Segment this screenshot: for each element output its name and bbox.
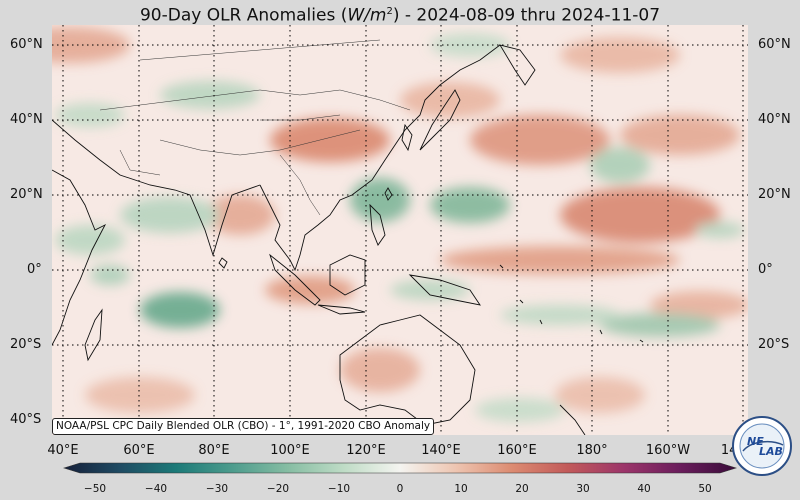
negative-anomaly-patch (55, 225, 125, 255)
lat-label-left: 40°S (10, 412, 42, 427)
anomaly-field (52, 25, 748, 435)
positive-anomaly-patch (440, 246, 680, 274)
coastline-new-zealand (559, 404, 586, 435)
negative-anomaly-patch (430, 33, 510, 57)
colorbar-tick-label: −10 (327, 483, 351, 495)
lat-label-right: 60°N (758, 37, 791, 52)
positive-anomaly-patch (52, 27, 130, 63)
coastline-pacific-islands (499, 264, 644, 343)
colorbar-tick-label: −50 (83, 483, 107, 495)
lon-label: 160°E (497, 443, 537, 458)
negative-anomaly-patch (695, 222, 745, 238)
coastline-madagascar (84, 308, 103, 362)
positive-anomaly-patch (555, 377, 645, 413)
lon-label: 60°E (123, 443, 155, 458)
positive-anomaly-patch (270, 118, 390, 162)
negative-anomaly-patch (90, 265, 130, 285)
lat-label-left: 40°N (10, 112, 43, 127)
lon-label: 160°W (645, 443, 691, 458)
coastline-sri-lanka (218, 257, 228, 269)
positive-anomaly-patch (400, 82, 500, 118)
colorbar-tick-label: 10 (454, 483, 468, 495)
lon-label: 100°E (270, 443, 310, 458)
colorbar-tick-label: −30 (205, 483, 229, 495)
coastline-africa (52, 169, 107, 346)
lon-label: 40°E (47, 443, 79, 458)
coastline-borneo (329, 254, 366, 296)
coastline-japan (419, 89, 461, 151)
nelab-logo: NE LAB (732, 416, 792, 476)
negative-anomaly-patch (600, 313, 720, 337)
colorbar-tick-label: −40 (144, 483, 168, 495)
lon-label: 180° (576, 443, 608, 458)
colorbar-tick-label: 50 (698, 483, 712, 495)
colorbar-tick-label: 30 (576, 483, 590, 495)
graticule (52, 25, 748, 435)
negative-anomaly-patch (55, 103, 125, 127)
lat-label-right: 20°S (758, 337, 790, 352)
colorbar-tick-label: 40 (637, 483, 651, 495)
colorbar-tick-label: −20 (266, 483, 290, 495)
lat-label-left: 20°N (10, 187, 43, 202)
negative-anomaly-patch (120, 197, 220, 233)
coastline-australia (339, 314, 476, 426)
positive-anomaly-patch (205, 195, 275, 235)
lat-label-left: 60°N (10, 37, 43, 52)
positive-anomaly-patch (560, 37, 680, 73)
colorbar (62, 462, 738, 474)
coastline-korea (401, 123, 413, 152)
negative-anomaly-patch (430, 187, 510, 223)
lat-label-left: 0° (27, 262, 42, 277)
positive-anomaly-patch (560, 187, 720, 243)
coastline-philippines (369, 203, 386, 246)
colorbar-bar (62, 462, 738, 474)
coastline-taiwan (384, 187, 393, 201)
negative-anomaly-patch (475, 398, 565, 422)
lon-label: 80°E (198, 443, 230, 458)
negative-anomaly-patch (350, 178, 410, 222)
data-source-note: NOAA/PSL CPC Daily Blended OLR (CBO) - 1… (52, 418, 435, 435)
positive-anomaly-patch (85, 377, 195, 413)
coastline-kamchatka (499, 44, 536, 86)
svg-text:LAB: LAB (759, 445, 783, 458)
negative-anomaly-patch (590, 147, 650, 183)
map-title: 90-Day OLR Anomalies (W/m2) - 2024-08-09… (139, 5, 661, 26)
country-borders (99, 39, 411, 216)
coastlines (52, 44, 644, 435)
coastline-java (317, 304, 366, 315)
coastline-new-guinea (408, 274, 481, 306)
coastline-sumatra (269, 253, 321, 306)
negative-anomaly-patch (140, 292, 220, 328)
positive-anomaly-patch (340, 348, 420, 392)
colorbar-tick-label: 20 (515, 483, 529, 495)
lon-label: 120°E (346, 443, 386, 458)
positive-anomaly-patch (620, 115, 740, 155)
coastline-se-asia (259, 44, 501, 272)
lat-label-right: 0° (758, 262, 773, 277)
lat-label-right: 40°N (758, 112, 791, 127)
positive-anomaly-patch (470, 115, 610, 165)
lat-label-left: 20°S (10, 337, 42, 352)
lat-label-right: 20°N (758, 187, 791, 202)
coastline-arabia-india (52, 119, 261, 257)
negative-anomaly-patch (500, 305, 620, 325)
svg-text:NE: NE (747, 435, 764, 448)
lon-label: 140°E (421, 443, 461, 458)
positive-anomaly-patch (650, 291, 748, 319)
negative-anomaly-patch (390, 280, 470, 300)
colorbar-tick-label: 0 (396, 483, 404, 495)
negative-anomaly-patch (160, 81, 260, 109)
